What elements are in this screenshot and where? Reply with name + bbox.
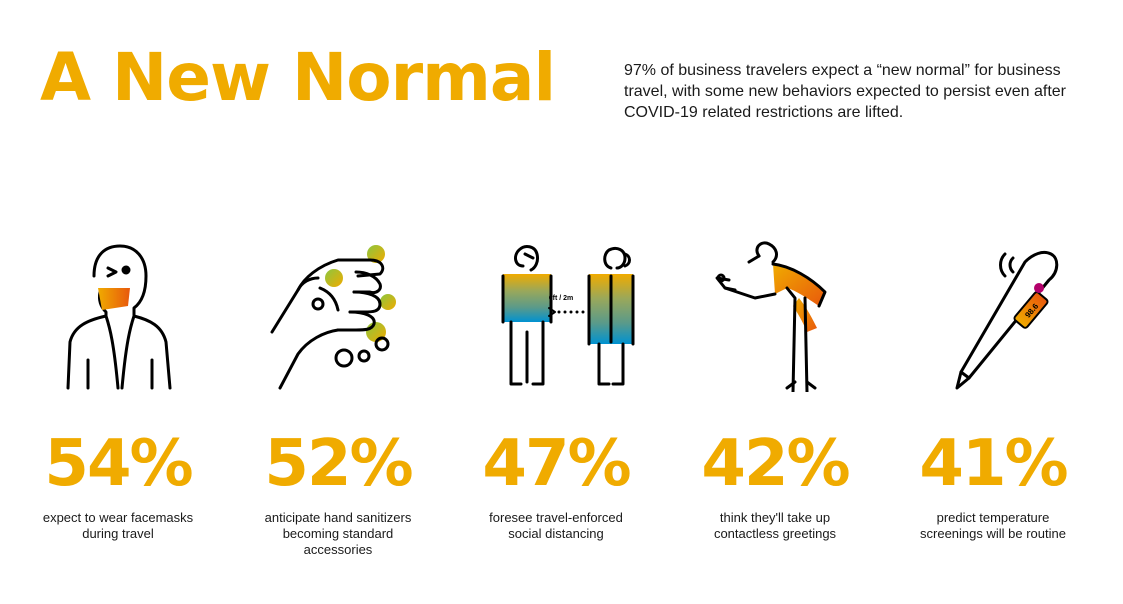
- stat-description: expect to wear facemasks during travel: [42, 510, 194, 541]
- stat-description: predict temperature screenings will be r…: [920, 510, 1066, 541]
- stat-value: 54%: [44, 427, 193, 501]
- stat-value: 52%: [264, 427, 413, 501]
- stat-value: 42%: [701, 427, 850, 501]
- stat-temperature-screenings: 98.6 41% predict temperature screenings …: [883, 232, 1103, 542]
- contactless-greeting-icon: [715, 241, 827, 392]
- stat-description: foresee travel-enforced social distancin…: [489, 510, 623, 541]
- hand-sanitizer-icon: [270, 245, 396, 390]
- stat-description: anticipate hand sanitizers becoming stan…: [264, 510, 412, 557]
- stat-value: 47%: [482, 427, 631, 501]
- stat-description: think they'll take up contactless greeti…: [713, 510, 837, 541]
- intro-text: 97% of business travelers expect a “new …: [624, 62, 1066, 121]
- stat-hand-sanitizers: 52% anticipate hand sanitizers becoming …: [228, 232, 448, 558]
- face-mask-icon: [66, 244, 172, 390]
- stat-value: 41%: [919, 427, 1068, 501]
- page-title: A New Normal: [40, 39, 556, 116]
- social-distancing-icon: 6ft / 2m: [501, 245, 635, 386]
- stat-social-distancing: 6ft / 2m 47% foresee tr: [446, 232, 666, 542]
- stat-facemasks: 54% expect to wear facemasks during trav…: [8, 232, 228, 542]
- thermometer-icon: 98.6: [955, 250, 1059, 390]
- stat-contactless-greetings: 42% think they'll take up contactless gr…: [665, 232, 885, 542]
- distance-label: 6ft / 2m: [549, 295, 574, 302]
